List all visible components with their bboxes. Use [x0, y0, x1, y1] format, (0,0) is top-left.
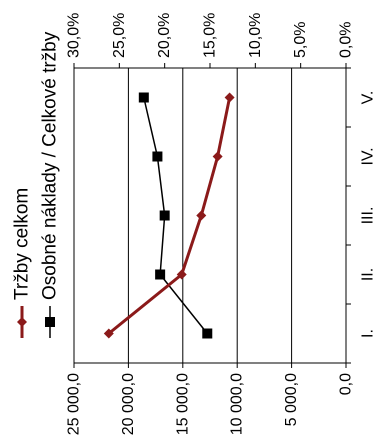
primary-tick-label: 5 000,0 — [283, 373, 300, 426]
category-label: IV. — [360, 147, 377, 165]
series-trzby-celkom — [103, 92, 235, 339]
data-point — [155, 269, 166, 280]
data-point — [212, 151, 223, 162]
legend-label: Tržby celkom — [12, 188, 33, 300]
data-point — [138, 92, 149, 103]
secondary-tick-label: 20,0% — [156, 13, 173, 58]
data-point — [152, 151, 163, 162]
data-point — [176, 269, 187, 280]
data-point — [196, 210, 207, 221]
category-label: II. — [360, 268, 377, 281]
primary-tick-label: 15 000,0 — [174, 373, 191, 435]
secondary-tick-label: 15,0% — [202, 13, 219, 58]
secondary-tick-label: 0,0% — [338, 22, 355, 58]
category-label: III. — [360, 207, 377, 225]
data-point — [159, 210, 170, 221]
primary-axis-ticks: 0,0 5 000,0 10 000,0 15 000,0 20 000,0 25 000… — [66, 363, 355, 435]
secondary-tick-label: 25,0% — [111, 13, 128, 58]
data-point — [103, 328, 114, 339]
primary-tick-label: 10 000,0 — [229, 373, 246, 435]
plot-area — [73, 67, 347, 364]
legend-item-trzby-celkom: Tržby celkom — [12, 188, 33, 338]
category-axis: I. II. III. IV. V. — [346, 67, 377, 364]
legend-label: Osobné náklady / Celkové tržby — [40, 31, 61, 300]
secondary-axis-ticks: 0,0% 5,0% 10,0% 15,0% 20,0% 25,0% 30,0% — [66, 13, 355, 68]
secondary-tick-label: 30,0% — [66, 13, 83, 58]
legend-marker — [45, 317, 55, 327]
legend-item-osobne-naklady-celkove-trzby: Osobné náklady / Celkové tržby — [40, 31, 61, 338]
category-label: I. — [360, 329, 377, 338]
data-point — [224, 92, 235, 103]
series-osobne-naklady-celkove-trzby — [138, 92, 213, 339]
secondary-tick-label: 5,0% — [292, 22, 309, 58]
secondary-tick-label: 10,0% — [247, 13, 264, 58]
primary-tick-label: 25 000,0 — [66, 373, 83, 435]
category-label: V. — [360, 91, 377, 105]
legend-marker — [17, 317, 27, 327]
primary-tick-label: 0,0 — [338, 373, 355, 395]
legend: Tržby celkom Osobné náklady / Celkové trž… — [12, 31, 61, 338]
gridlines — [127, 68, 293, 363]
primary-tick-label: 20 000,0 — [120, 373, 137, 435]
data-point — [202, 328, 213, 339]
series-layer — [103, 92, 235, 339]
